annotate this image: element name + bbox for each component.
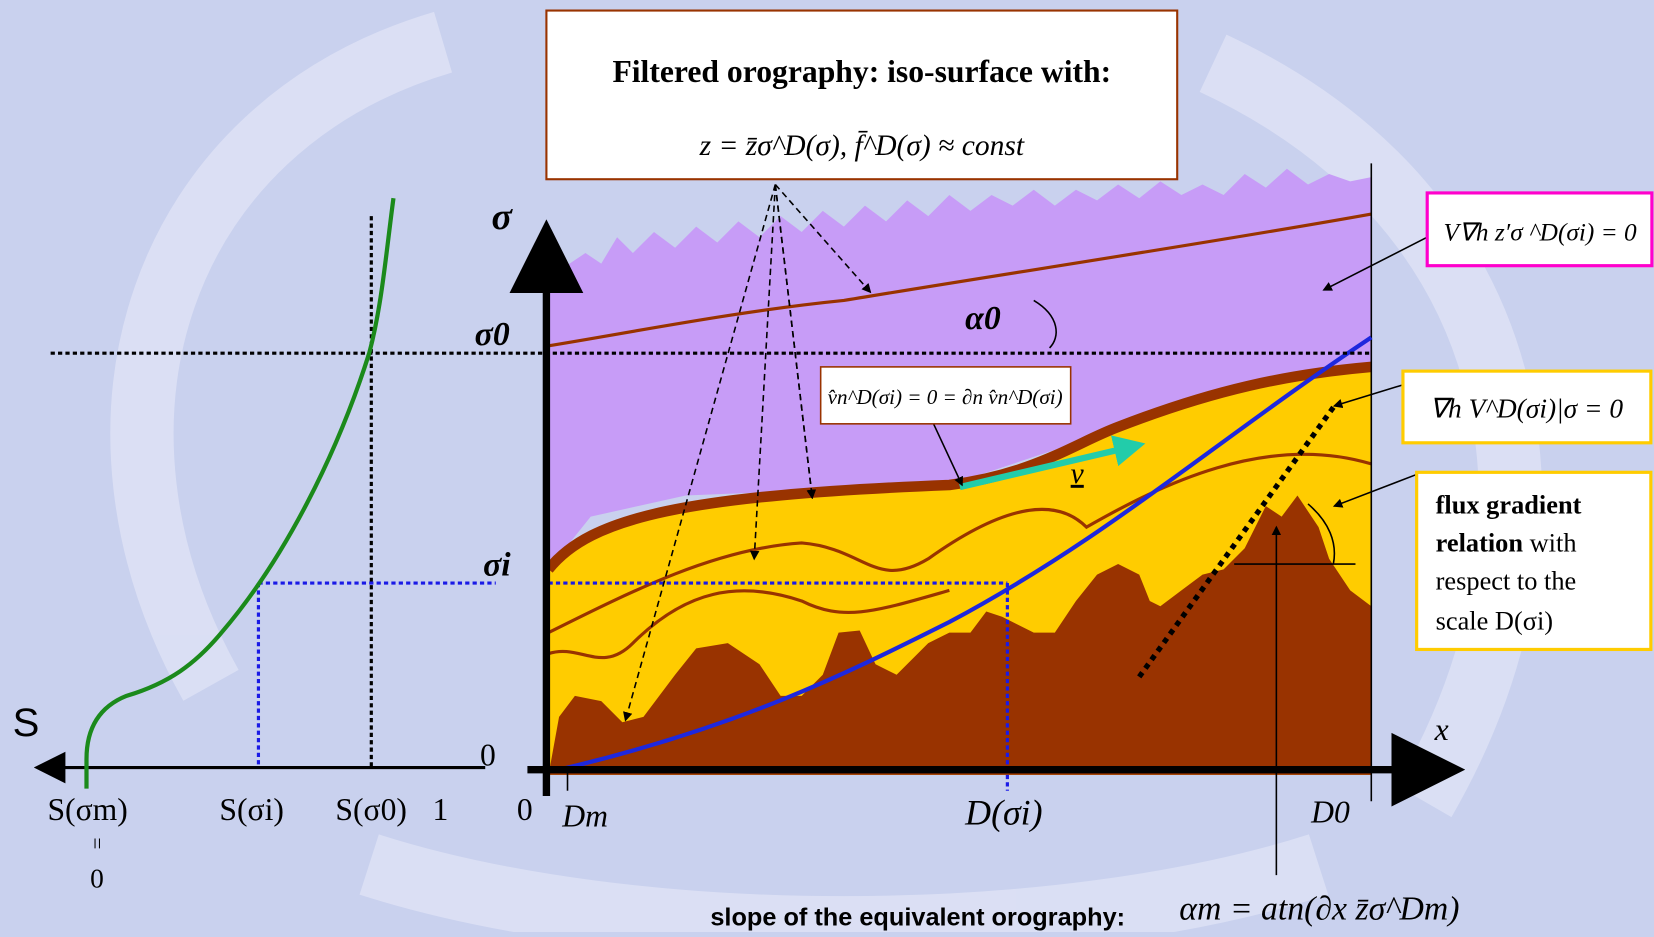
caption: slope of the equivalent orography: <box>710 904 1125 932</box>
s-axis-label: S <box>13 701 40 745</box>
origin-label: 0 <box>517 792 533 827</box>
flux-line: flux gradient <box>1436 490 1582 519</box>
s-zero: 0 <box>480 737 496 772</box>
sigmai-label: σi <box>483 547 511 584</box>
s-0-label: S(σ0) <box>335 792 407 827</box>
yellow-formula: ∇h V^D(σi)|σ = 0 <box>1430 394 1624 424</box>
flux-line: scale D(σi) <box>1436 606 1553 635</box>
equals-sign: = <box>86 837 110 849</box>
s-one-label: 1 <box>432 792 448 827</box>
slope-formula: αm = atn(∂x z̄σ^Dm) <box>1179 890 1459 927</box>
x-axis-label: x <box>1434 712 1449 747</box>
s-zero-below: 0 <box>90 864 104 894</box>
sigma-axis-label: σ <box>492 196 514 238</box>
flux-line: relation with <box>1436 528 1577 557</box>
s-m-label: S(σm) <box>47 792 127 827</box>
box-title: Filtered orography: iso-surface with: <box>612 54 1111 89</box>
flux-rest: with <box>1523 528 1576 557</box>
sigma0-label: σ0 <box>475 316 510 353</box>
page: Filtered orography: iso-surface with: z … <box>0 0 1654 937</box>
flux-line: respect to the <box>1436 566 1577 595</box>
alpha0-label: α0 <box>965 300 1001 337</box>
d0-label: D0 <box>1310 794 1350 829</box>
s-i-label: S(σi) <box>219 792 284 827</box>
box-formula: z = z̄σ^D(σ), f̄^D(σ) ≈ const <box>699 130 1025 162</box>
dm-label: Dm <box>561 799 608 834</box>
flux-bold: relation <box>1436 528 1524 557</box>
di-label: D(σi) <box>964 792 1042 832</box>
v-label: v <box>1071 458 1085 490</box>
vn-formula: v̂n^D(σi) = 0 = ∂n v̂n^D(σi) <box>828 385 1063 409</box>
magenta-formula: V∇h z′σ ^D(σi) = 0 <box>1443 218 1637 246</box>
diagram: Filtered orography: iso-surface with: z … <box>0 0 1654 932</box>
